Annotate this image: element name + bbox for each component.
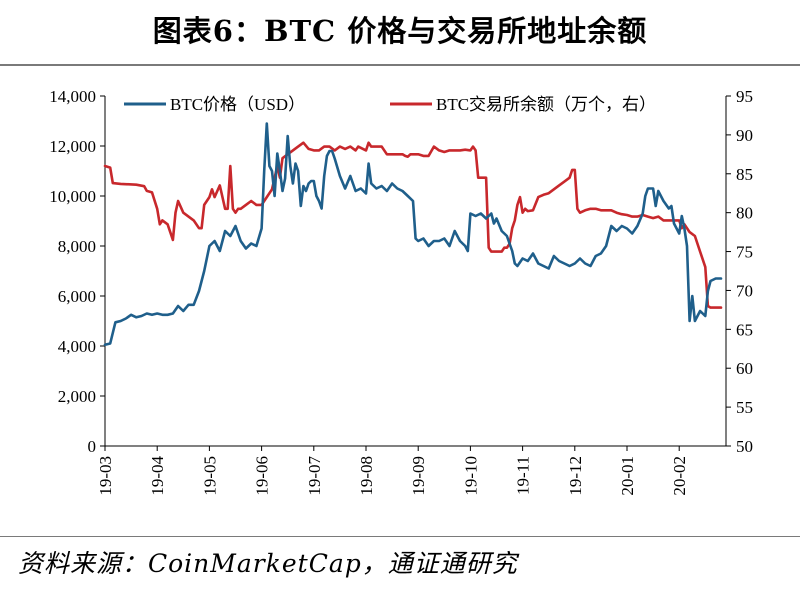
chart-legend: BTC价格（USD） BTC交易所余额（万个，右） bbox=[124, 95, 656, 114]
x-tick-label: 19-05 bbox=[200, 456, 219, 496]
y-right-tick-label: 75 bbox=[736, 243, 753, 262]
series-layer bbox=[103, 122, 723, 347]
y-right-tick-label: 90 bbox=[736, 126, 753, 145]
y-left-tick-label: 10,000 bbox=[49, 187, 96, 206]
y-right-tick-label: 60 bbox=[736, 359, 753, 378]
x-tick-label: 19-07 bbox=[305, 456, 324, 496]
y-left-tick-label: 8,000 bbox=[58, 237, 96, 256]
x-tick-label: 20-01 bbox=[618, 456, 637, 496]
chart-axes: 0 2,000 4,000 6,000 8,000 10,000 12,000 14,000 5… bbox=[49, 87, 753, 496]
chart-title: 图表6：BTC 价格与交易所地址余额 bbox=[152, 14, 648, 48]
x-tick-label: 19-10 bbox=[461, 456, 480, 496]
y-left-tick-label: 12,000 bbox=[49, 137, 96, 156]
y-right-tick-label: 95 bbox=[736, 87, 753, 106]
y-left-tick-label: 2,000 bbox=[58, 387, 96, 406]
y-right-tick-label: 85 bbox=[736, 165, 753, 184]
x-tick-label: 19-12 bbox=[566, 456, 585, 496]
x-tick-label: 19-09 bbox=[409, 456, 428, 496]
source-note: 资料来源：CoinMarketCap，通证通研究 bbox=[18, 549, 518, 578]
legend-label-exchange-balance: BTC交易所余额（万个，右） bbox=[436, 95, 656, 114]
y-left-tick-label: 6,000 bbox=[58, 287, 96, 306]
x-tick-label: 19-04 bbox=[148, 456, 167, 496]
top-rule bbox=[0, 64, 800, 66]
y-left-tick-label: 0 bbox=[88, 437, 97, 456]
y-left-tick-label: 4,000 bbox=[58, 337, 96, 356]
series-line-btc-price bbox=[103, 122, 723, 347]
x-tick-label: 19-06 bbox=[253, 456, 272, 496]
x-tick-label: 19-03 bbox=[96, 456, 115, 496]
y-right-tick-label: 80 bbox=[736, 204, 753, 223]
y-right-tick-label: 55 bbox=[736, 398, 753, 417]
y-left-tick-label: 14,000 bbox=[49, 87, 96, 106]
line-chart: 0 2,000 4,000 6,000 8,000 10,000 12,000 14,000 5… bbox=[49, 87, 753, 496]
x-tick-label: 20-02 bbox=[670, 456, 689, 496]
x-tick-label: 19-11 bbox=[514, 456, 533, 495]
bottom-rule bbox=[0, 536, 800, 537]
y-right-tick-label: 65 bbox=[736, 320, 753, 339]
series-line-exchange-balance bbox=[103, 141, 723, 309]
legend-label-btc-price: BTC价格（USD） bbox=[170, 95, 305, 114]
y-right-tick-label: 70 bbox=[736, 281, 753, 300]
y-right-tick-label: 50 bbox=[736, 437, 753, 456]
x-tick-label: 19-08 bbox=[357, 456, 376, 496]
